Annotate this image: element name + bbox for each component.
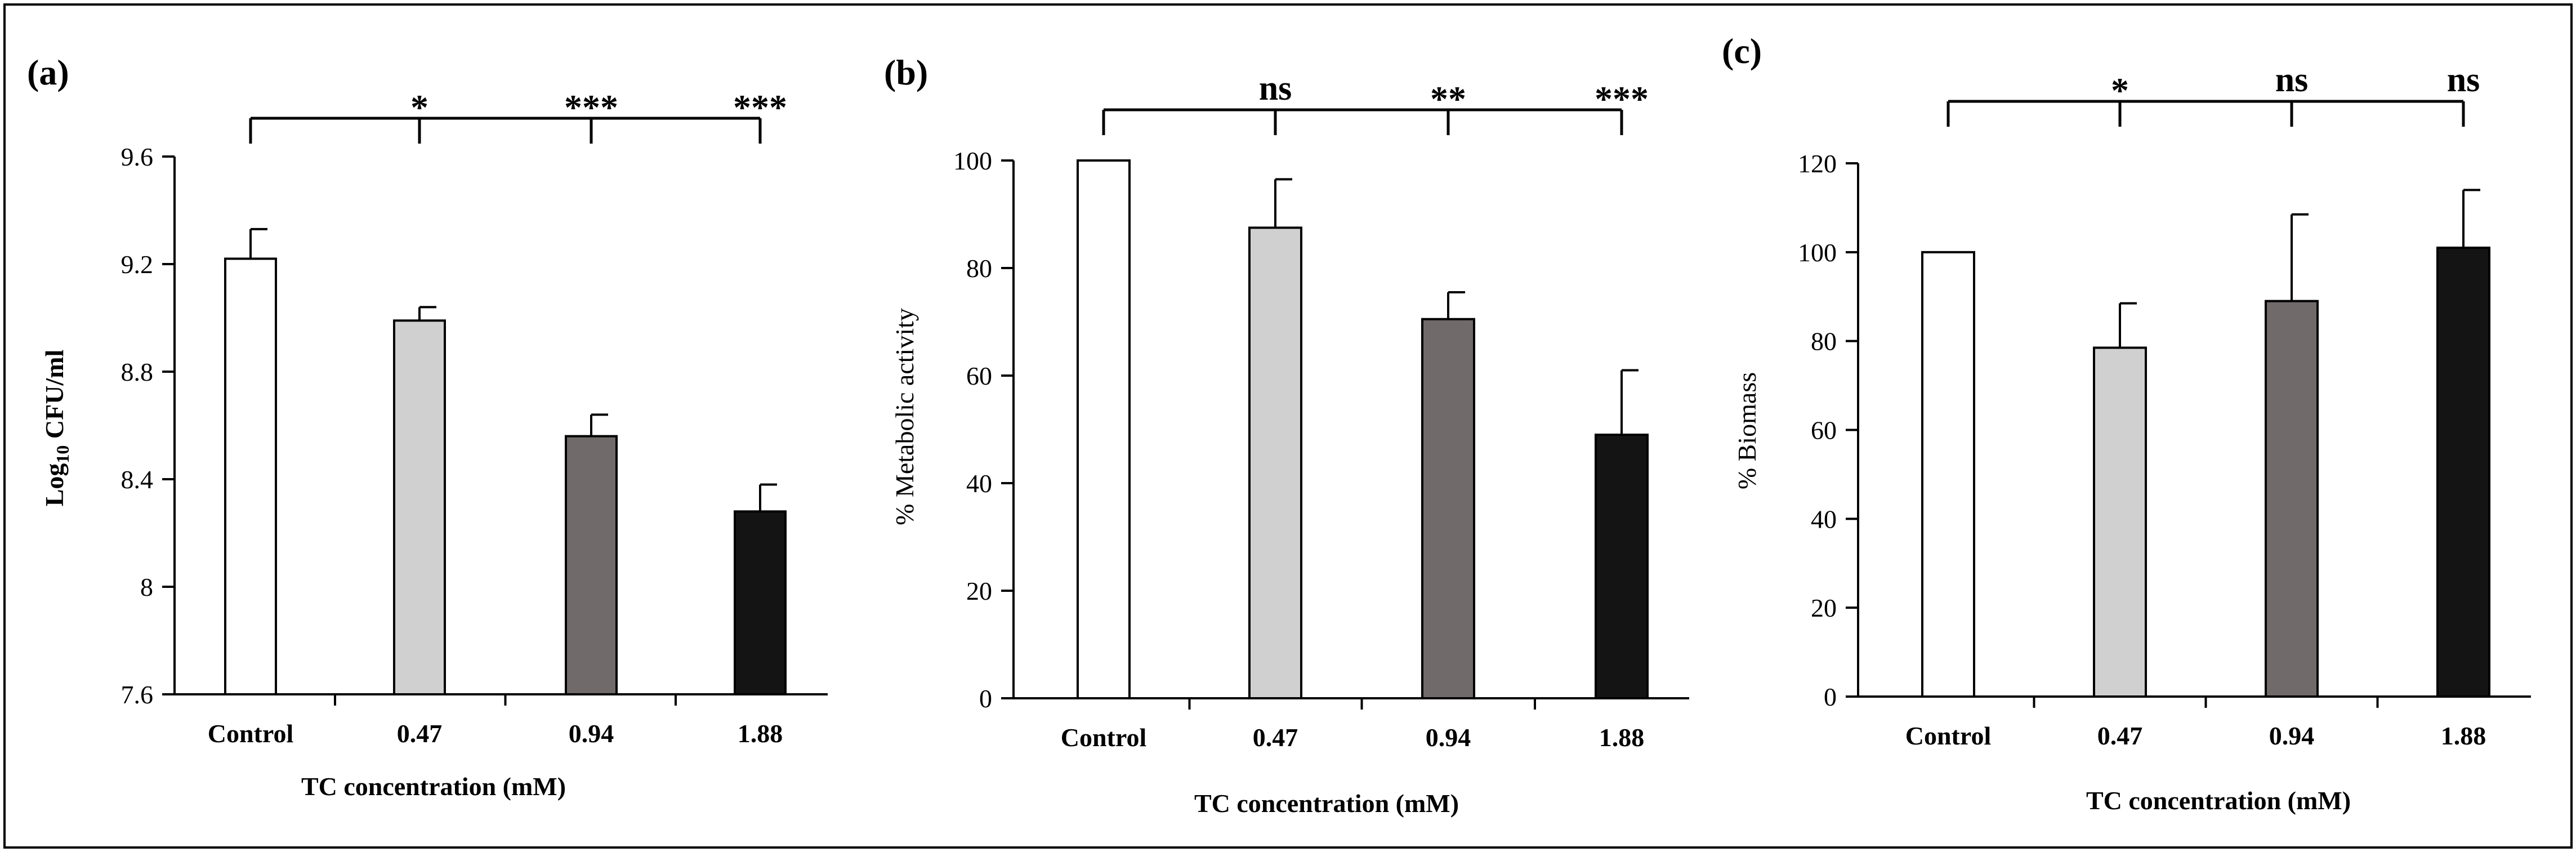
y-tick-label: 60 <box>1811 416 1837 445</box>
x-tick-label: 0.94 <box>1426 723 1471 752</box>
y-axis-title: Log10 CFU/ml <box>40 350 73 507</box>
panel-label: (c) <box>1722 31 1762 71</box>
significance-label: *** <box>564 87 618 127</box>
y-tick-label: 8.4 <box>121 465 154 494</box>
bar-control <box>224 257 277 695</box>
x-tick-label: 0.47 <box>1253 723 1298 752</box>
x-tick-label: 1.88 <box>1599 723 1645 752</box>
bar-1-88 <box>734 510 787 695</box>
significance-label: * <box>410 87 428 127</box>
plot-area: 0 20 40 60 80 100 120 Control 0.47 0.94 1.88 * ns ns <box>1798 61 2531 750</box>
x-tick-label: Control <box>208 719 294 748</box>
x-tick-label: 0.94 <box>569 719 614 748</box>
y-tick-label: 100 <box>1798 238 1837 267</box>
bar-0-47 <box>2093 346 2147 698</box>
x-axis-title: TC concentration (mM) <box>301 772 566 801</box>
y-tick-label: 20 <box>1811 594 1837 622</box>
y-tick-label: 60 <box>966 362 992 390</box>
bar-1-88 <box>2436 246 2490 698</box>
bar-control <box>1921 251 1975 698</box>
panel-c: (c) % Biomass TC concentration (mM) 0 20 4… <box>1722 31 2531 815</box>
bar-control <box>1077 159 1131 699</box>
y-tick-label: 9.2 <box>121 250 154 279</box>
x-axis-title: TC concentration (mM) <box>2086 786 2351 815</box>
significance-label: ** <box>1430 79 1466 119</box>
y-tick-label: 0 <box>979 684 992 713</box>
significance-label: ns <box>2447 61 2480 99</box>
y-tick-label: 40 <box>966 469 992 498</box>
y-tick-label: 20 <box>966 577 992 605</box>
y-axis-title: % Biomass <box>1733 372 1761 489</box>
significance-label: * <box>2111 70 2129 110</box>
y-tick-label: 7.6 <box>121 680 154 709</box>
bar-1-88 <box>1595 434 1649 699</box>
significance-label: ns <box>1259 69 1292 108</box>
bar-0-94 <box>1421 318 1475 699</box>
y-tick-label: 0 <box>1824 683 1837 711</box>
x-axis-title: TC concentration (mM) <box>1194 789 1459 818</box>
panel-label: (b) <box>884 52 928 92</box>
y-tick-label: 8.8 <box>121 358 154 386</box>
y-tick-label: 80 <box>1811 327 1837 356</box>
x-tick-label: 1.88 <box>738 719 783 748</box>
bar-0-47 <box>393 319 446 695</box>
panel-a: (a) Log10 CFU/ml TC concentration (mM) 7… <box>27 52 828 801</box>
significance-label: *** <box>733 87 787 127</box>
bar-0-94 <box>2265 300 2319 698</box>
y-tick-label: 100 <box>953 146 992 175</box>
y-tick-label: 40 <box>1811 505 1837 533</box>
x-tick-label: 0.94 <box>2269 721 2315 750</box>
x-tick-label: 1.88 <box>2441 721 2486 750</box>
bar-0-94 <box>565 435 618 695</box>
x-tick-label: Control <box>1061 723 1147 752</box>
panel-b: (b) % Metabolic activity TC concentratio… <box>884 52 1689 818</box>
significance-label: ns <box>2275 61 2309 99</box>
y-axis-title: % Metabolic activity <box>890 308 919 525</box>
y-tick-label: 80 <box>966 254 992 283</box>
panel-label: (a) <box>27 52 69 92</box>
y-tick-label: 9.6 <box>121 142 154 171</box>
y-tick-label: 8 <box>140 573 153 601</box>
bar-0-47 <box>1248 226 1302 699</box>
y-tick-label: 120 <box>1798 149 1837 178</box>
x-tick-label: 0.47 <box>397 719 443 748</box>
significance-label: *** <box>1595 79 1649 119</box>
x-tick-label: 0.47 <box>2097 721 2143 750</box>
x-tick-label: Control <box>1905 721 1992 750</box>
